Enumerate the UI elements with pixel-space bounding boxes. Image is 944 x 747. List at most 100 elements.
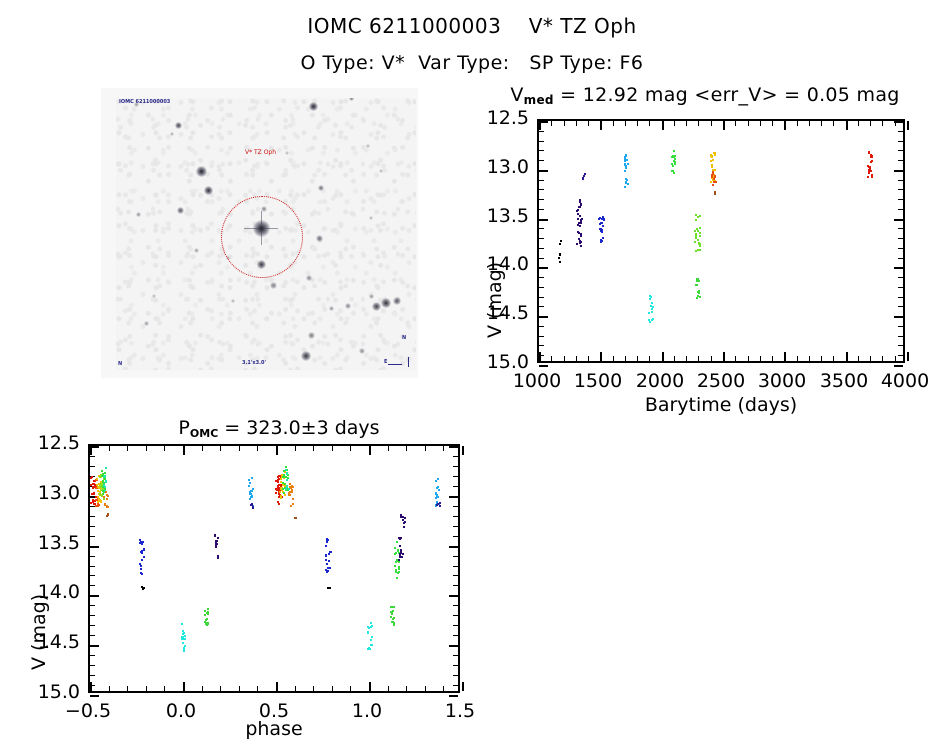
lightcurve-plot-area[interactable] — [537, 119, 909, 367]
data-point — [279, 483, 282, 486]
x-tick-minor — [625, 121, 626, 126]
data-point — [367, 648, 369, 651]
data-point — [625, 180, 628, 183]
x-tick-minor — [674, 356, 675, 361]
star-point — [348, 98, 354, 101]
x-tick-minor — [564, 121, 565, 126]
data-point — [283, 474, 286, 477]
data-point — [402, 516, 405, 519]
data-point — [694, 240, 697, 243]
data-point — [281, 481, 284, 484]
data-point — [100, 486, 103, 489]
x-tick-minor — [588, 121, 589, 126]
data-point — [141, 572, 143, 575]
data-point — [98, 490, 101, 493]
y-tick-minor — [90, 526, 95, 527]
data-point — [100, 480, 102, 483]
data-point — [577, 206, 580, 209]
data-point — [284, 489, 287, 492]
y-tick-label: 12.5 — [486, 107, 529, 129]
data-point — [96, 490, 99, 493]
data-point — [394, 551, 397, 554]
y-tick-minor — [898, 277, 903, 278]
data-point — [92, 480, 95, 483]
y-tick-minor — [539, 287, 544, 288]
y-tick-minor — [453, 566, 458, 567]
data-point — [103, 483, 106, 486]
data-point — [206, 622, 208, 625]
data-point — [624, 153, 627, 156]
phase-period-title: POMC = 323.0±3 days — [88, 417, 470, 440]
x-tick-minor — [350, 446, 351, 451]
x-tick-minor — [870, 121, 871, 126]
data-point — [398, 560, 401, 563]
data-point — [290, 485, 293, 488]
data-point — [674, 157, 677, 160]
data-point — [96, 484, 99, 487]
data-point — [329, 551, 332, 554]
data-point — [280, 477, 283, 480]
data-point — [579, 201, 582, 204]
data-point — [324, 568, 327, 571]
x-tick-minor — [425, 686, 426, 691]
star-point — [359, 348, 365, 354]
data-point — [276, 489, 279, 491]
x-tick-minor — [637, 121, 638, 126]
x-tick-minor — [797, 356, 798, 361]
x-tick-minor — [698, 356, 699, 361]
x-tick-label: 4000 — [880, 370, 930, 392]
x-tick-major — [662, 121, 664, 130]
data-point — [182, 648, 185, 651]
data-point — [94, 502, 97, 505]
phased-lightcurve-panel[interactable]: POMC = 323.0±3 days V (mag) −0.5 0.0 0.5 1.… — [10, 410, 480, 747]
data-point — [868, 150, 871, 153]
data-point — [327, 587, 329, 590]
data-point — [367, 647, 370, 650]
data-point — [395, 561, 398, 564]
data-point — [870, 160, 873, 163]
finder-north-arrow-label: N — [402, 335, 407, 341]
y-tick-label: 13.0 — [37, 482, 80, 504]
data-point — [183, 631, 186, 634]
x-tick-minor — [882, 121, 883, 126]
star-point — [170, 132, 174, 136]
data-point — [577, 213, 580, 216]
data-point — [598, 216, 601, 219]
data-point — [217, 536, 220, 539]
phased-plot-area[interactable] — [88, 444, 464, 697]
star-point — [143, 320, 149, 326]
data-point — [104, 467, 107, 470]
y-tick-minor — [453, 556, 458, 557]
data-point — [94, 486, 96, 489]
data-point — [90, 501, 92, 504]
data-point — [286, 477, 289, 480]
data-point — [367, 626, 370, 629]
data-point — [710, 181, 713, 184]
data-point — [437, 486, 440, 489]
lightcurve-panel[interactable]: Barytime (days) V (mag) 1000 1500 2000 2500… — [466, 100, 944, 416]
y-tick-label: 14.0 — [486, 253, 529, 275]
finder-chart[interactable]: IOMC 6211000003 V* TZ Oph N 3.1'x3.0' E … — [101, 88, 418, 378]
data-point — [390, 610, 393, 613]
data-point — [696, 215, 699, 218]
data-point — [867, 170, 870, 173]
data-point — [139, 541, 142, 544]
data-point — [328, 559, 331, 562]
x-tick-minor — [109, 686, 110, 691]
data-point — [104, 474, 107, 477]
data-point — [434, 479, 437, 482]
data-point — [103, 495, 106, 498]
data-point — [558, 254, 561, 257]
data-point — [181, 629, 184, 632]
y-tick-label: 13.5 — [486, 205, 529, 227]
y-tick-minor — [539, 336, 544, 337]
data-point — [326, 570, 329, 573]
x-tick-minor — [202, 446, 203, 451]
y-tick-minor — [898, 306, 903, 307]
y-tick-major — [539, 316, 548, 318]
data-point — [602, 237, 604, 240]
x-tick-major — [276, 682, 278, 691]
x-tick-minor — [127, 686, 128, 691]
x-tick-minor — [698, 121, 699, 126]
data-point — [102, 472, 104, 475]
